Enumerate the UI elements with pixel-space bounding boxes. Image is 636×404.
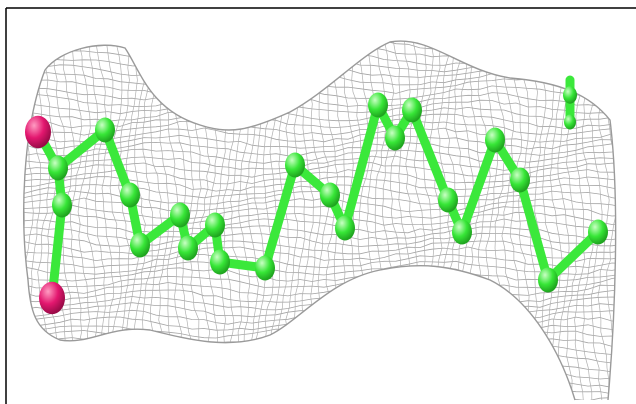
mesh-line: [23, 246, 616, 262]
carbon-atom: [285, 152, 305, 178]
mesh-line: [23, 99, 616, 115]
carbon-atom: [510, 167, 530, 193]
density-mesh-outline: [23, 40, 617, 401]
bond: [457, 135, 500, 237]
oxygen-atom: [25, 115, 51, 149]
mesh-line: [23, 282, 616, 297]
carbon-atom: [335, 215, 355, 241]
carbon-atom: [130, 232, 150, 258]
mesh-line: [23, 232, 616, 247]
carbon-atom: [48, 155, 68, 181]
carbon-atom: [210, 249, 230, 275]
mesh-line: [23, 260, 616, 276]
bond: [515, 175, 553, 285]
carbon-atom: [588, 219, 608, 245]
carbon-atom: [205, 212, 225, 238]
mesh-line: [23, 288, 616, 303]
carbon-atom: [402, 97, 422, 123]
mesh-line: [23, 190, 616, 205]
bond: [260, 160, 300, 273]
mesh-line: [23, 92, 616, 108]
carbon-atom: [52, 192, 72, 218]
carbon-atom: [538, 267, 558, 293]
bond: [407, 105, 453, 205]
carbon-atom: [178, 235, 198, 261]
oxygen-atom: [39, 281, 65, 315]
atoms: [25, 86, 608, 315]
carbon-atom: [255, 255, 275, 281]
mesh-line: [23, 240, 616, 255]
bond: [543, 227, 603, 285]
carbon-atom: [485, 127, 505, 153]
carbon-atom: [120, 182, 140, 208]
bond: [340, 100, 383, 233]
carbon-atom: [368, 92, 388, 118]
carbon-atom: [564, 114, 576, 130]
mesh-line: [23, 253, 616, 269]
carbon-atom: [320, 182, 340, 208]
carbon-atom: [438, 187, 458, 213]
carbon-atom: [452, 219, 472, 245]
carbon-atom: [563, 86, 577, 104]
carbon-atom: [95, 117, 115, 143]
carbon-atom: [385, 125, 405, 151]
carbon-atom: [170, 202, 190, 228]
